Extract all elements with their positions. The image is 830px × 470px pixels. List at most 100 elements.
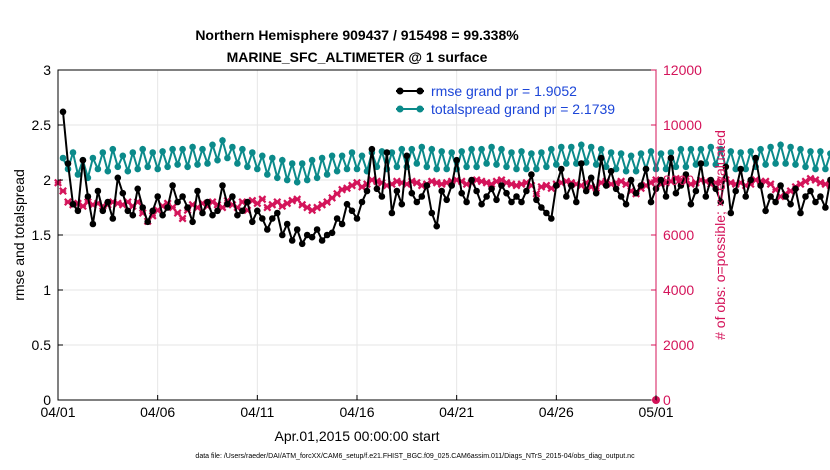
data-point	[234, 211, 241, 219]
data-point	[637, 182, 645, 189]
data-point	[189, 143, 196, 151]
data-point	[812, 165, 819, 173]
data-point	[568, 182, 575, 189]
data-point	[667, 154, 675, 162]
x-tick-label: 04/01	[40, 404, 75, 420]
obs-evaluated-marker	[622, 180, 631, 189]
data-point	[772, 198, 779, 206]
legend-rmse-label: rmse grand pr = 1.9052	[431, 83, 577, 99]
data-point	[89, 220, 97, 228]
data-point	[448, 182, 456, 189]
data-point	[672, 189, 680, 197]
data-point	[134, 165, 141, 173]
data-point	[747, 148, 754, 155]
data-point	[428, 145, 436, 153]
data-point	[518, 198, 525, 206]
data-point	[139, 204, 146, 211]
data-point	[592, 161, 600, 168]
data-point	[727, 148, 735, 155]
y-tick-label-right: 10000	[663, 117, 702, 133]
data-point	[702, 160, 710, 167]
data-point	[622, 167, 630, 175]
data-point	[64, 160, 72, 167]
data-point	[109, 145, 117, 153]
data-point	[393, 163, 401, 171]
data-point	[737, 165, 744, 173]
data-point	[662, 165, 670, 173]
data-point	[807, 187, 814, 195]
data-point	[269, 154, 276, 162]
data-point	[607, 149, 615, 156]
data-point	[298, 240, 306, 248]
data-point	[174, 198, 181, 206]
data-point	[199, 145, 206, 153]
data-point	[293, 226, 301, 233]
data-point	[468, 145, 475, 153]
legend-rmse-marker	[396, 87, 404, 95]
data-point	[503, 163, 510, 171]
data-point	[468, 176, 475, 184]
data-point	[787, 200, 794, 208]
data-point	[622, 200, 630, 208]
data-point	[508, 149, 515, 156]
data-point	[647, 148, 655, 155]
data-point	[632, 167, 640, 175]
data-point	[692, 161, 700, 168]
data-point	[617, 193, 625, 200]
data-point	[528, 171, 535, 178]
data-point	[797, 145, 804, 153]
data-point	[632, 189, 640, 197]
data-point	[244, 198, 251, 206]
data-point	[483, 160, 490, 167]
data-point	[587, 143, 595, 151]
data-point	[702, 193, 710, 200]
data-point	[597, 145, 605, 153]
data-point	[104, 198, 112, 206]
data-point	[782, 193, 789, 200]
data-point	[279, 156, 286, 164]
data-point	[139, 145, 146, 153]
data-point	[533, 165, 540, 173]
data-point	[473, 187, 480, 195]
data-point	[149, 149, 156, 156]
data-point	[274, 209, 281, 217]
data-point	[687, 200, 695, 208]
data-point	[792, 185, 799, 193]
data-point	[269, 215, 276, 222]
data-point	[707, 143, 715, 151]
data-point	[707, 176, 715, 184]
data-point	[328, 152, 336, 160]
x-axis-label: Apr.01,2015 00:00:00 start	[274, 428, 439, 444]
grid	[58, 70, 656, 400]
data-point	[308, 233, 316, 241]
data-point	[423, 163, 431, 171]
data-point	[627, 176, 635, 184]
data-point	[687, 145, 695, 153]
data-point	[194, 187, 201, 195]
data-point	[428, 209, 436, 217]
data-point	[59, 108, 67, 116]
data-point	[283, 220, 291, 228]
data-point	[573, 160, 580, 167]
data-point	[343, 165, 351, 173]
data-point	[807, 148, 814, 155]
data-point	[184, 163, 191, 171]
data-point	[338, 220, 346, 228]
obs-evaluated-marker	[258, 195, 267, 204]
data-point	[358, 198, 366, 206]
data-point	[279, 231, 286, 239]
data-point	[214, 156, 221, 164]
data-point	[647, 198, 655, 206]
data-point	[772, 160, 779, 167]
data-point	[757, 182, 764, 189]
data-point	[249, 218, 256, 226]
data-point	[229, 193, 236, 200]
data-point	[518, 148, 525, 155]
data-point	[169, 145, 176, 153]
data-point	[313, 226, 321, 233]
data-point	[453, 156, 461, 164]
data-point	[553, 182, 560, 189]
data-point	[538, 149, 545, 156]
data-point	[448, 149, 456, 156]
